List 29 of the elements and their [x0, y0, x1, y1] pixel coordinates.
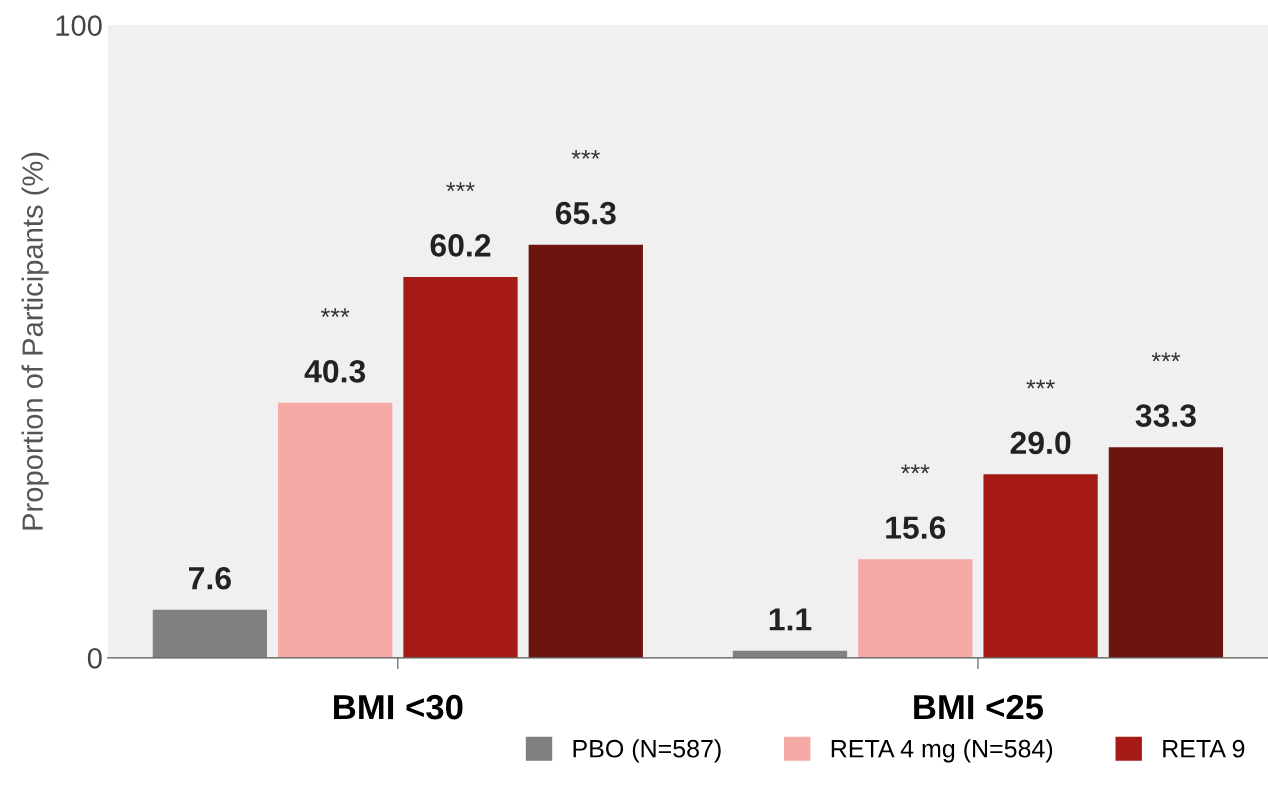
annotation: *** — [1026, 379, 1055, 389]
annotation: *** — [320, 308, 350, 318]
y-axis-title: Proportion of Participants (%) — [21, 152, 49, 530]
bar — [1108, 447, 1224, 658]
legend-label: PBO (N=587) — [573, 739, 721, 763]
legend-label: RETA 9 — [1163, 739, 1245, 758]
data-label: 7.6 — [189, 566, 231, 590]
annotation: *** — [1151, 352, 1181, 362]
annotation: *** — [901, 464, 930, 474]
data-label: 33.3 — [1135, 404, 1196, 427]
bar — [983, 474, 1098, 658]
bar — [403, 276, 518, 658]
data-label: 15.6 — [886, 516, 946, 539]
data-label: 1.1 — [769, 608, 812, 631]
x-tick-label: BMI <25 — [914, 694, 1044, 720]
data-label: 40.3 — [304, 360, 366, 383]
y-tick-label: 100 — [56, 15, 102, 36]
bar — [858, 559, 973, 658]
data-label: 60.2 — [430, 234, 491, 257]
bar — [278, 402, 393, 658]
bar — [528, 244, 643, 658]
annotation: *** — [446, 182, 475, 192]
data-label: 65.3 — [555, 201, 616, 225]
legend-label: RETA 4 mg (N=584) — [831, 739, 1053, 763]
annotation: *** — [571, 150, 600, 159]
data-label: 29.0 — [1010, 431, 1071, 455]
bar — [152, 609, 268, 658]
x-tick-label: BMI <30 — [334, 694, 463, 720]
y-tick-label: 0 — [87, 648, 102, 669]
